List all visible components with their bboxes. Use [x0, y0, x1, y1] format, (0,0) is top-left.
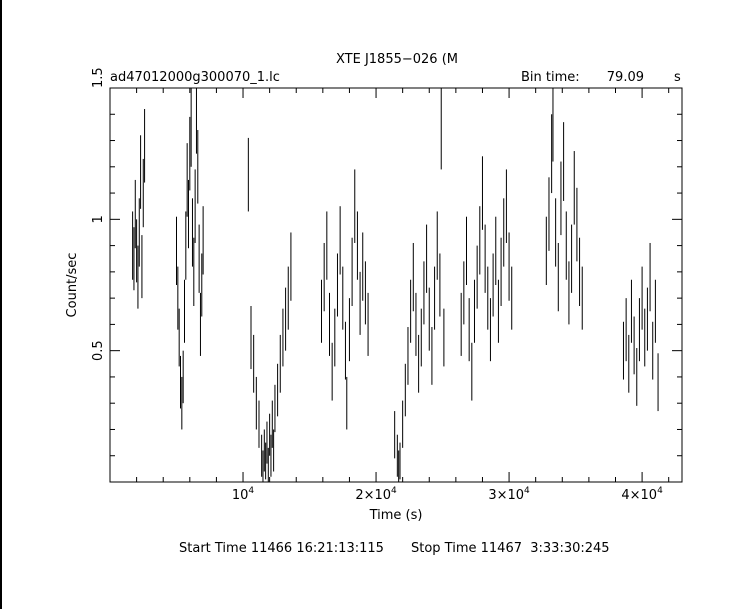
x-tick-label: 3×104 [488, 486, 530, 503]
x-axis-label: Time (s) [369, 508, 423, 523]
y-axis-ticks [110, 87, 682, 457]
x-axis-ticks [136, 88, 670, 482]
y-tick-label: 1 [91, 215, 106, 223]
x-axis-tick-labels: 104 2×104 3×104 4×104 [232, 486, 663, 503]
file-label: ad47012000g300070_1.lc [110, 70, 280, 85]
left-border [0, 0, 2, 609]
y-axis-label: Count/sec [65, 253, 80, 318]
y-tick-label: 1.5 [91, 67, 106, 88]
bin-time-unit: s [674, 70, 681, 85]
data-points [132, 88, 659, 482]
plot-frame [109, 87, 683, 483]
y-tick-label: 0.5 [91, 340, 106, 361]
bin-time-value: 79.09 [607, 70, 644, 85]
x-tick-label: 104 [232, 486, 255, 503]
x-tick-label: 4×104 [621, 486, 663, 503]
stop-time: Stop Time 11467 3:33:30:245 [411, 541, 610, 556]
y-axis-tick-labels: 0.5 1 1.5 [91, 67, 106, 361]
start-time: Start Time 11466 16:21:13:115 [179, 541, 384, 556]
bin-time-label: Bin time: [521, 70, 580, 85]
x-tick-label: 2×104 [355, 486, 397, 503]
chart-title: XTE J1855−026 (M [336, 52, 458, 67]
